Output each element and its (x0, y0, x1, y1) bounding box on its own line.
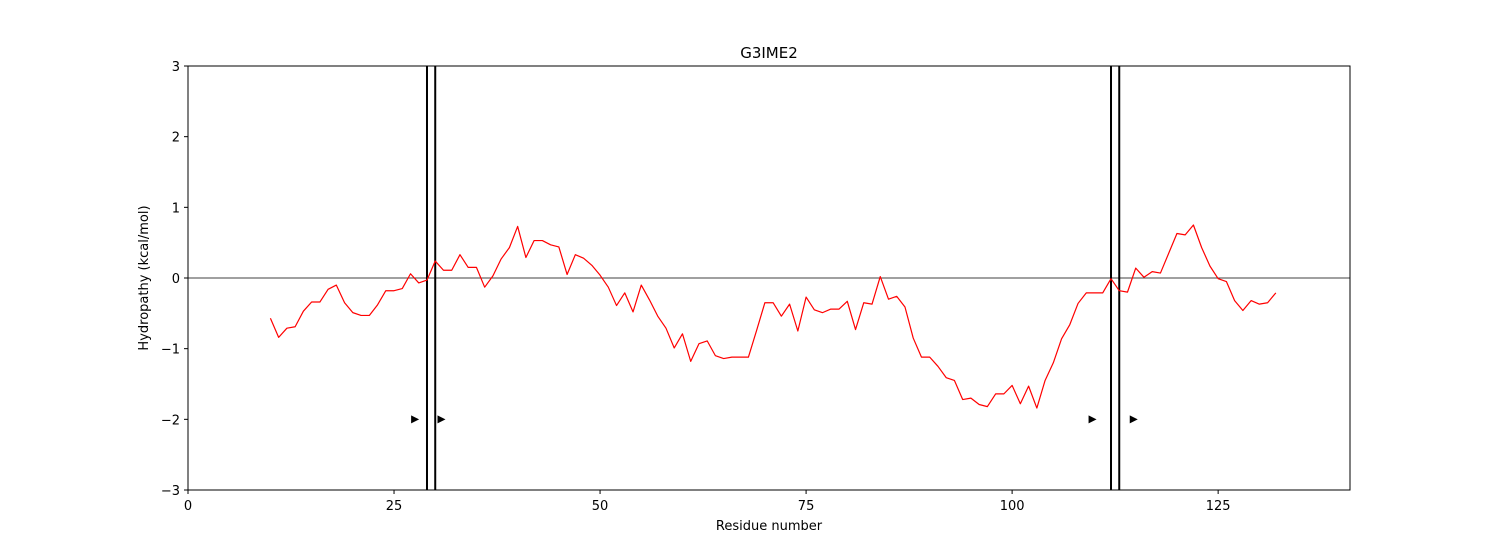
x-tick-label: 25 (386, 499, 403, 514)
y-tick-label: 0 (172, 272, 180, 287)
y-tick-label: −2 (161, 413, 180, 428)
y-tick-label: −3 (161, 484, 180, 499)
x-tick-label: 100 (1000, 499, 1025, 514)
y-tick-label: 2 (172, 131, 180, 146)
direction-marker (411, 415, 420, 424)
direction-marker (437, 415, 446, 424)
x-tick-label: 125 (1206, 499, 1231, 514)
x-tick-label: 50 (592, 499, 609, 514)
y-tick-label: 3 (172, 60, 180, 75)
axis-ticks: 0 25 50 75 100 125 −3 −2 −1 0 1 2 3 (161, 60, 1231, 514)
y-tick-label: −1 (161, 343, 180, 358)
x-tick-label: 0 (184, 499, 192, 514)
x-tick-label: 75 (798, 499, 815, 514)
y-tick-label: 1 (172, 201, 180, 216)
plot-content (188, 66, 1350, 490)
plot-frame (187, 65, 1351, 491)
hydropathy-series-line (269, 224, 1277, 409)
y-axis-label: Hydropathy (kcal/mol) (137, 205, 152, 350)
chart-title: G3IME2 (740, 44, 798, 62)
direction-marker (1129, 415, 1138, 424)
direction-marker (1088, 415, 1097, 424)
x-axis-label: Residue number (716, 519, 823, 534)
